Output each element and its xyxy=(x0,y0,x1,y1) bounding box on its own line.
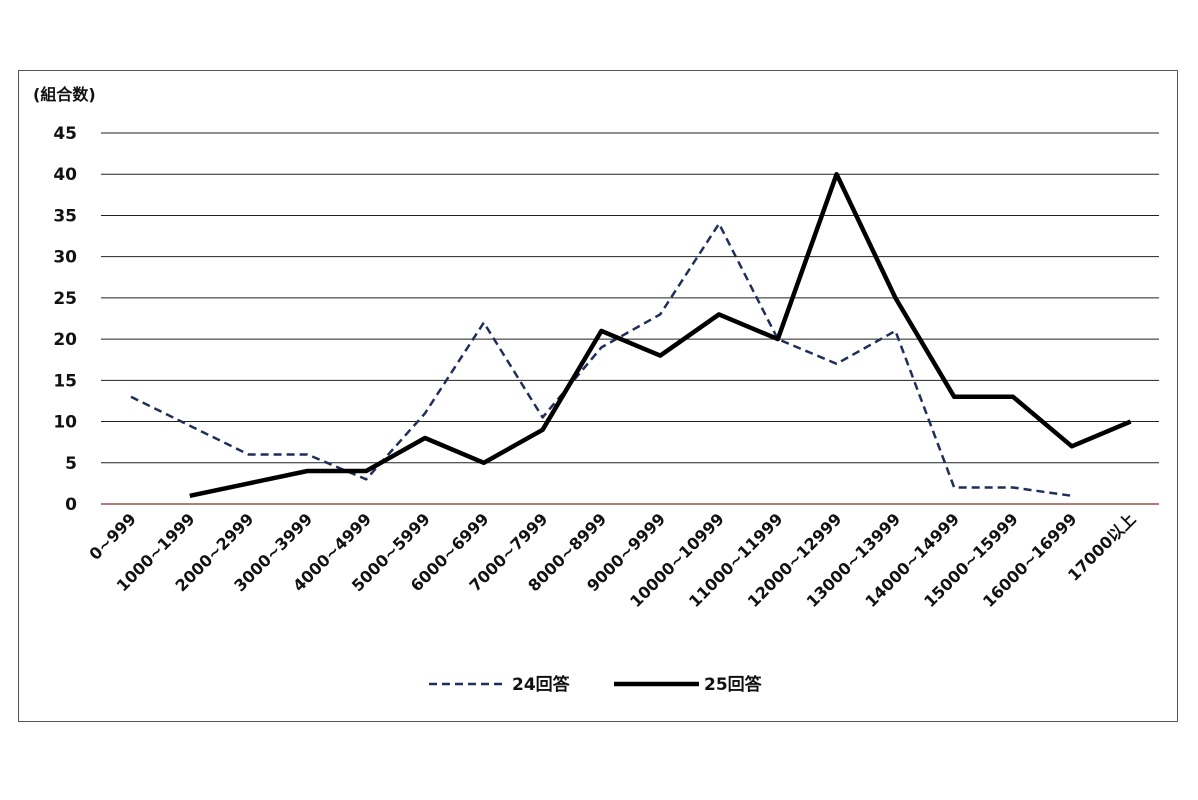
legend-label: 24回答 xyxy=(512,674,571,695)
y-tick-label: 25 xyxy=(53,289,77,309)
y-tick-label: 5 xyxy=(65,454,77,474)
y-axis-ticks: 0 5 10 15 20 25 30 35 40 45 xyxy=(53,124,77,515)
y-axis-unit-label: (組合数) xyxy=(33,85,96,104)
gridlines xyxy=(101,132,1159,505)
chart-frame: (組合数) 0 5 10 15 20 25 30 35 40 45 0~999 1000~1999 2… xyxy=(18,70,1178,722)
line-chart: (組合数) 0 5 10 15 20 25 30 35 40 45 0~9991000~19992… xyxy=(33,85,1159,695)
series-line xyxy=(189,171,1132,499)
y-tick-label: 35 xyxy=(53,206,77,226)
y-tick-label: 20 xyxy=(53,330,77,350)
legend-label: 25回答 xyxy=(704,674,763,695)
data-series xyxy=(130,171,1132,499)
x-axis-category-labels: 0~9991000~19992000~29993000~39994000~499… xyxy=(85,509,1139,611)
y-tick-label: 40 xyxy=(53,165,77,185)
y-tick-label: 15 xyxy=(53,371,77,391)
y-tick-label: 30 xyxy=(53,248,77,268)
y-tick-label: 45 xyxy=(53,124,77,144)
x-category-label: 0~999 xyxy=(85,509,139,563)
y-tick-label: 10 xyxy=(53,413,77,433)
y-tick-label: 0 xyxy=(65,495,77,515)
legend: 24回答 25回答 xyxy=(429,674,763,695)
